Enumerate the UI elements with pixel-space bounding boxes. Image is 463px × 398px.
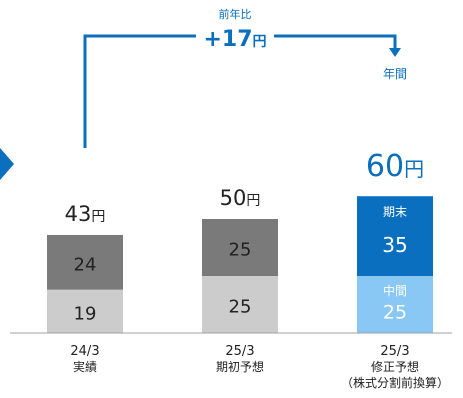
- value-label-yearend-2: 35: [382, 233, 407, 257]
- value-label-interim-2: 25: [383, 302, 407, 324]
- category-label-0-0: 24/3: [70, 344, 99, 359]
- yoy-label-bg: [196, 4, 274, 56]
- yoy-value: +17円: [203, 27, 266, 52]
- bar-yearend-2: [357, 196, 433, 276]
- value-label-yearend-1: 25: [229, 240, 252, 261]
- category-label-1-0: 25/3: [225, 344, 254, 359]
- category-label-0-1: 実績: [73, 359, 97, 374]
- total-label-0: 43円: [65, 202, 106, 226]
- bar-yearend-1: [202, 219, 278, 276]
- category-label-2-2: （株式分割前換算）: [341, 375, 449, 390]
- total-label-2: 60円: [366, 149, 424, 184]
- yoy-label: 前年比: [219, 7, 252, 21]
- value-label-interim-0: 19: [74, 303, 97, 324]
- bar-interim-0: [47, 289, 123, 333]
- segment-label-interim: 中間: [383, 283, 407, 298]
- yoy-arrow-tip-icon: [389, 48, 401, 57]
- bar-interim-1: [202, 276, 278, 333]
- yoy-arrow: 前年比 +17円: [83, 4, 401, 148]
- value-label-interim-1: 25: [229, 297, 252, 318]
- category-label-2-0: 25/3: [380, 344, 409, 359]
- bar-interim-2: [357, 276, 433, 333]
- value-label-yearend-0: 24: [74, 254, 97, 275]
- bar-yearend-0: [47, 234, 123, 290]
- category-label-2-1: 修正予想: [371, 359, 419, 374]
- category-label-1-1: 期初予想: [216, 359, 264, 374]
- segment-label-yearend: 期末: [383, 205, 407, 219]
- annual-label: 年間: [383, 67, 407, 81]
- left-chevron-icon: [0, 148, 14, 180]
- total-label-1: 50円: [220, 186, 261, 210]
